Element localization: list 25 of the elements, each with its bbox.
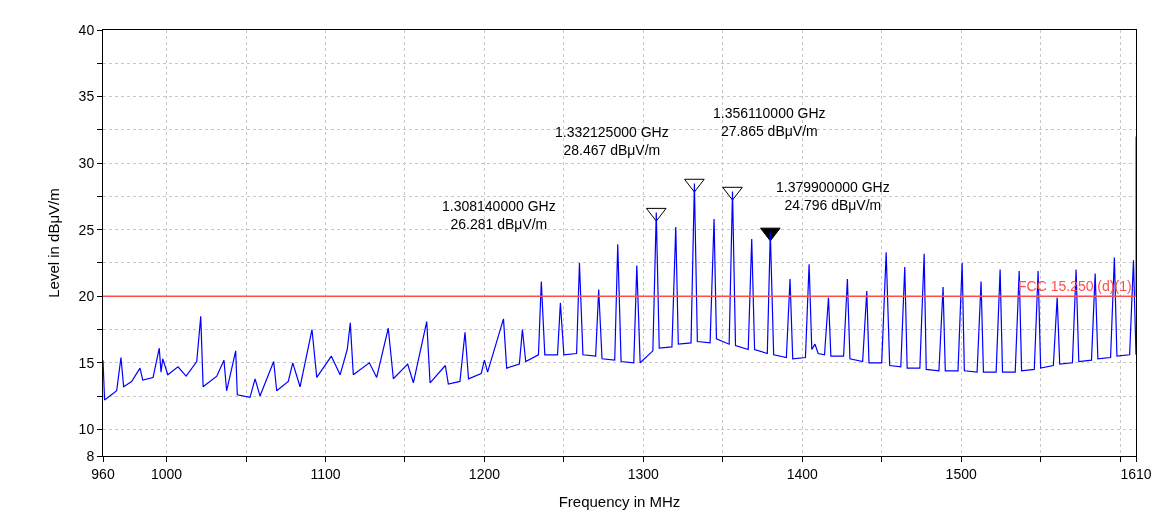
x-axis-title: Frequency in MHz xyxy=(558,492,681,510)
x-tick-label: 960 xyxy=(91,465,115,482)
point xyxy=(760,227,781,242)
x-tick-label: 1500 xyxy=(945,465,977,482)
annotation: 1.308140000 GHz 26.281 dBμV/m xyxy=(442,198,556,233)
y-tick-label: 20 xyxy=(78,288,95,305)
point xyxy=(722,186,743,201)
x-tick-label: 1100 xyxy=(310,465,341,482)
x-tick-label: 1610 xyxy=(1120,465,1152,482)
x-tick-label: 1300 xyxy=(627,465,660,482)
annotation: 1.379900000 GHz 24.796 dBμV/m xyxy=(776,179,890,214)
y-tick-label: 25 xyxy=(78,221,95,238)
y-tick-label: 40 xyxy=(78,21,95,38)
x-tick-label: 1000 xyxy=(150,465,183,482)
y-tick-label: 10 xyxy=(78,421,95,438)
y-tick-label: 30 xyxy=(78,155,95,172)
x-tick-label: 1200 xyxy=(468,465,501,482)
point xyxy=(684,178,705,193)
annotation: 1.332125000 GHz 28.467 dBμV/m xyxy=(555,124,669,159)
y-tick-label: 15 xyxy=(78,354,95,371)
y-axis-title: Level in dBμV/m xyxy=(44,188,62,298)
x-tick-label: 1400 xyxy=(786,465,819,482)
y-tick-label: 35 xyxy=(78,88,95,105)
y-tick-label: 8 xyxy=(86,447,95,464)
annotation: 1.356110000 GHz 27.865 dBμV/m xyxy=(713,105,826,140)
